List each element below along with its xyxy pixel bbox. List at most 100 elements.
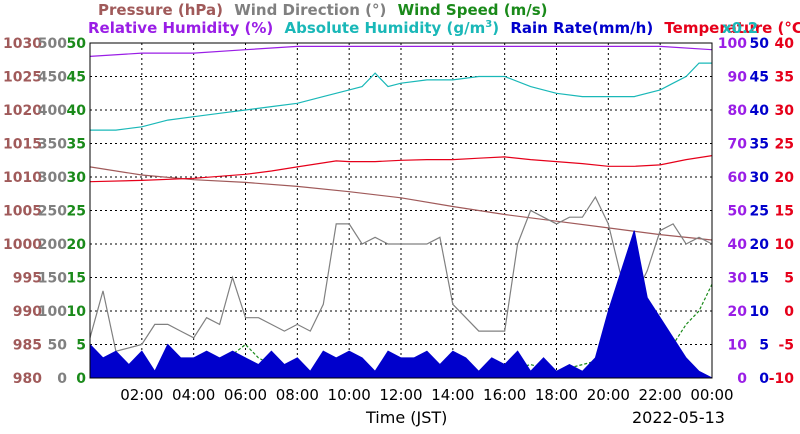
- y-tick-wind-speed: 50: [67, 36, 87, 52]
- x-tick-label: 02:00: [120, 386, 163, 404]
- y-tick-rain-rate: 5: [759, 338, 769, 354]
- y-tick-pressure: 990: [13, 304, 42, 320]
- y-tick-rain-rate: 25: [750, 204, 769, 220]
- y-tick-rain-rate: 45: [750, 70, 769, 86]
- legend-row-1: Pressure (hPa) Wind Direction (°) Wind S…: [98, 1, 554, 19]
- y-tick-wind-direction: 150: [38, 271, 67, 287]
- x-tick-label: 20:00: [587, 386, 630, 404]
- legend-absolute-humidity-sup: 3: [485, 19, 493, 30]
- legend-wind-speed: Wind Speed (m/s): [397, 1, 548, 19]
- legend-relative-humidity: Relative Humidity (%): [88, 19, 274, 37]
- x-axis-date: 2022-05-13: [632, 408, 725, 427]
- legend-temperature: Temperature (°C): [664, 19, 800, 37]
- legend-pressure: Pressure (hPa): [98, 1, 223, 19]
- series-wind-direction: [89, 195, 713, 352]
- y-tick-pressure: 995: [13, 271, 42, 287]
- y-tick-temperature: 25: [775, 137, 794, 153]
- y-tick-wind-direction: 200: [38, 237, 67, 253]
- series-absolute-humidity-g-m3: [90, 62, 712, 131]
- y-tick-temperature: 15: [775, 204, 794, 220]
- y-tick-wind-direction: 350: [38, 137, 67, 153]
- y-tick-wind-direction: 50: [48, 338, 68, 354]
- y-tick-temperature: -5: [778, 338, 794, 354]
- y-tick-wind-speed: 35: [67, 137, 86, 153]
- y-tick-temperature: 0: [784, 304, 794, 320]
- x-tick-label: 22:00: [639, 386, 682, 404]
- y-tick-rain-rate: 0: [759, 371, 769, 387]
- y-tick-pressure: 1005: [3, 204, 42, 220]
- y-tick-pressure: 980: [13, 371, 42, 387]
- y-tick-temperature: 40: [775, 36, 795, 52]
- y-tick-humidity: 50: [728, 204, 748, 220]
- y-tick-wind-speed: 10: [67, 304, 87, 320]
- y-tick-wind-direction: 500: [38, 36, 67, 52]
- y-tick-rain-rate: 10: [750, 304, 770, 320]
- x-tick-label: 04:00: [172, 386, 215, 404]
- y-tick-wind-speed: 30: [67, 170, 87, 186]
- y-tick-rain-rate: 50: [750, 36, 770, 52]
- y-tick-humidity: 30: [728, 271, 748, 287]
- y-tick-humidity: 0: [737, 371, 747, 387]
- legend-absolute-humidity: Absolute Humidity (g/m3): [285, 19, 500, 37]
- legend-scale-note: x0.2: [722, 19, 759, 37]
- legend-absolute-humidity-close: ): [492, 19, 500, 37]
- y-tick-rain-rate: 35: [750, 137, 769, 153]
- x-tick-label: 18:00: [535, 386, 578, 404]
- y-tick-pressure: 1020: [3, 103, 42, 119]
- y-tick-humidity: 40: [728, 237, 748, 253]
- x-axis-title: Time (JST): [366, 408, 448, 427]
- y-tick-rain-rate: 15: [750, 271, 769, 287]
- y-tick-temperature: 30: [775, 103, 795, 119]
- y-tick-pressure: 1015: [3, 137, 42, 153]
- y-tick-wind-speed: 45: [67, 70, 86, 86]
- y-tick-rain-rate: 40: [750, 103, 770, 119]
- x-tick-label: 16:00: [483, 386, 526, 404]
- y-tick-pressure: 1025: [3, 70, 42, 86]
- y-tick-wind-speed: 40: [67, 103, 87, 119]
- y-tick-wind-speed: 20: [67, 237, 87, 253]
- series-rain-rate-mm-h: [89, 230, 713, 379]
- y-tick-wind-direction: 450: [38, 70, 67, 86]
- series-temperature-c: [89, 155, 713, 183]
- y-tick-humidity: 90: [728, 70, 748, 86]
- y-tick-wind-speed: 15: [67, 271, 86, 287]
- y-tick-rain-rate: 20: [750, 237, 770, 253]
- y-tick-wind-speed: 0: [76, 371, 86, 387]
- y-tick-wind-speed: 5: [76, 338, 86, 354]
- x-tick-label: 14:00: [431, 386, 474, 404]
- y-tick-pressure: 1030: [3, 36, 42, 52]
- y-tick-temperature: 35: [775, 70, 794, 86]
- legend-wind-direction: Wind Direction (°): [234, 1, 387, 19]
- y-tick-wind-direction: 100: [38, 304, 67, 320]
- y-tick-humidity: 70: [728, 137, 748, 153]
- x-tick-label: 12:00: [379, 386, 422, 404]
- y-tick-temperature: 20: [775, 170, 795, 186]
- x-tick-label: 08:00: [276, 386, 319, 404]
- y-tick-wind-speed: 25: [67, 204, 86, 220]
- y-tick-humidity: 100: [718, 36, 747, 52]
- x-tick-label: 00:00: [690, 386, 733, 404]
- y-tick-pressure: 985: [13, 338, 42, 354]
- y-tick-wind-direction: 300: [38, 170, 67, 186]
- legend-absolute-humidity-label: Absolute Humidity (g/m: [284, 19, 486, 37]
- series-relative-humidity: [89, 45, 713, 57]
- y-tick-pressure: 1000: [3, 237, 42, 253]
- y-tick-humidity: 20: [728, 304, 748, 320]
- plot-frame: [89, 42, 713, 379]
- y-tick-wind-direction: 250: [38, 204, 67, 220]
- y-tick-rain-rate: 30: [750, 170, 770, 186]
- y-tick-wind-direction: 0: [57, 371, 67, 387]
- y-tick-temperature: -10: [769, 371, 795, 387]
- legend-row-2: Relative Humidity (%) Absolute Humidity …: [88, 19, 800, 37]
- x-tick-label: 10:00: [328, 386, 371, 404]
- y-tick-humidity: 80: [728, 103, 748, 119]
- legend-rain-rate: Rain Rate(mm/h): [510, 19, 654, 37]
- series-pressure-hpa: [89, 166, 713, 241]
- y-tick-humidity: 10: [728, 338, 748, 354]
- y-tick-temperature: 10: [775, 237, 795, 253]
- y-tick-humidity: 60: [728, 170, 748, 186]
- y-tick-temperature: 5: [784, 271, 794, 287]
- x-tick-label: 06:00: [224, 386, 267, 404]
- y-tick-pressure: 1010: [3, 170, 42, 186]
